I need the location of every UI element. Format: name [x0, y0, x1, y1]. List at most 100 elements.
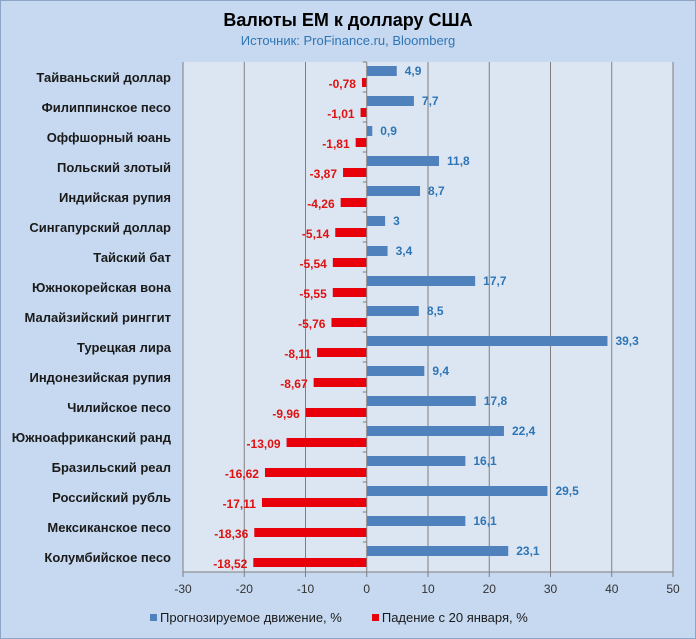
bar-forecast: [366, 66, 397, 76]
data-label-decline: -18,52: [213, 557, 247, 571]
data-label-decline: -3,87: [310, 167, 338, 181]
chart-title: Валюты ЕМ к доллару США: [223, 10, 473, 30]
data-label-decline: -8,11: [284, 347, 311, 361]
chart-subtitle: Источник: ProFinance.ru, Bloomberg: [240, 33, 456, 48]
data-label-forecast: 8,5: [427, 304, 444, 318]
bar-decline: [317, 348, 367, 357]
bar-decline: [253, 558, 367, 567]
x-tick-label: -20: [236, 582, 254, 596]
x-tick-label: 20: [483, 582, 497, 596]
data-label-decline: -4,26: [307, 197, 335, 211]
bar-decline: [313, 378, 367, 387]
bar-forecast: [366, 396, 476, 406]
data-label-forecast: 3,4: [396, 244, 413, 258]
category-label: Польский злотый: [57, 160, 171, 175]
x-tick-label: 50: [666, 582, 680, 596]
bar-forecast: [366, 456, 466, 466]
data-label-decline: -17,11: [223, 497, 257, 511]
data-label-decline: -13,09: [247, 437, 281, 451]
category-label: Тайский бат: [93, 250, 171, 265]
data-label-decline: -5,76: [298, 317, 326, 331]
data-label-decline: -1,01: [327, 107, 355, 121]
category-label: Турецкая лира: [77, 340, 172, 355]
data-label-decline: -9,96: [272, 407, 300, 421]
bar-decline: [332, 288, 367, 297]
data-label-decline: -5,54: [299, 257, 327, 271]
bar-forecast: [366, 426, 504, 436]
data-label-forecast: 4,9: [405, 64, 422, 78]
category-label: Бразильский реал: [52, 460, 171, 475]
category-label: Российский рубль: [52, 490, 171, 505]
data-label-forecast: 0,9: [380, 124, 397, 138]
bar-forecast: [366, 336, 608, 346]
category-label: Оффшорный юань: [47, 130, 171, 145]
bar-forecast: [366, 546, 509, 556]
x-tick-label: 10: [421, 582, 435, 596]
bar-forecast: [366, 126, 373, 136]
category-label: Колумбийское песо: [44, 550, 171, 565]
category-label: Чилийское песо: [67, 400, 171, 415]
data-label-forecast: 22,4: [512, 424, 536, 438]
category-label: Малайзийский ринггит: [25, 310, 171, 325]
category-label: Южнокорейская вона: [32, 280, 172, 295]
category-label: Индонезийская рупия: [29, 370, 171, 385]
bar-decline: [332, 258, 367, 267]
data-label-decline: -8,67: [280, 377, 308, 391]
data-label-decline: -16,62: [225, 467, 259, 481]
legend-label-forecast: Прогнозируемое движение, %: [160, 610, 342, 625]
category-label: Филиппинское песо: [42, 100, 171, 115]
x-tick-label: 30: [544, 582, 558, 596]
legend-item-decline: Падение с 20 января, %: [371, 610, 528, 625]
bar-forecast: [366, 276, 476, 286]
legend-swatch-forecast: [150, 614, 157, 621]
data-label-forecast: 16,1: [473, 454, 497, 468]
data-label-forecast: 17,7: [483, 274, 507, 288]
category-label: Тайваньский доллар: [36, 70, 171, 85]
data-label-forecast: 29,5: [555, 484, 579, 498]
bar-forecast: [366, 306, 419, 316]
legend: Прогнозируемое движение, % Падение с 20 …: [150, 610, 528, 625]
bar-decline: [361, 78, 367, 87]
bar-forecast: [366, 96, 414, 106]
x-tick-label: 0: [363, 582, 370, 596]
legend-item-forecast: Прогнозируемое движение, %: [150, 610, 342, 625]
x-tick-label: -10: [297, 582, 315, 596]
category-label: Сингапурский доллар: [29, 220, 171, 235]
category-label: Индийская рупия: [59, 190, 171, 205]
data-label-decline: -5,55: [299, 287, 327, 301]
bar-forecast: [366, 486, 548, 496]
category-label: Южноафриканский ранд: [12, 430, 172, 445]
data-label-forecast: 17,8: [484, 394, 508, 408]
bar-decline: [261, 498, 367, 507]
bar-forecast: [366, 366, 425, 376]
bar-decline: [335, 228, 367, 237]
bar-forecast: [366, 156, 440, 166]
bar-decline: [286, 438, 367, 447]
bar-decline: [340, 198, 367, 207]
bar-forecast: [366, 186, 421, 196]
bar-decline: [355, 138, 367, 147]
data-label-decline: -5,14: [302, 227, 330, 241]
bar-forecast: [366, 246, 388, 256]
legend-swatch-decline: [371, 614, 379, 621]
data-label-forecast: 9,4: [432, 364, 449, 378]
data-label-forecast: 7,7: [422, 94, 439, 108]
bar-decline: [305, 408, 367, 417]
category-label: Мексиканское песо: [47, 520, 171, 535]
bar-decline: [254, 528, 367, 537]
data-label-forecast: 39,3: [615, 334, 639, 348]
data-label-forecast: 23,1: [516, 544, 540, 558]
data-label-forecast: 16,1: [473, 514, 497, 528]
bar-decline: [331, 318, 367, 327]
data-label-decline: -1,81: [322, 137, 350, 151]
bar-decline: [343, 168, 367, 177]
data-label-decline: -18,36: [214, 527, 248, 541]
bar-decline: [360, 108, 367, 117]
x-tick-label: -30: [174, 582, 192, 596]
bar-forecast: [366, 516, 466, 526]
legend-label-decline: Падение с 20 января, %: [381, 610, 528, 625]
data-label-forecast: 3: [393, 214, 400, 228]
bar-decline: [264, 468, 367, 477]
data-label-decline: -0,78: [329, 77, 357, 91]
